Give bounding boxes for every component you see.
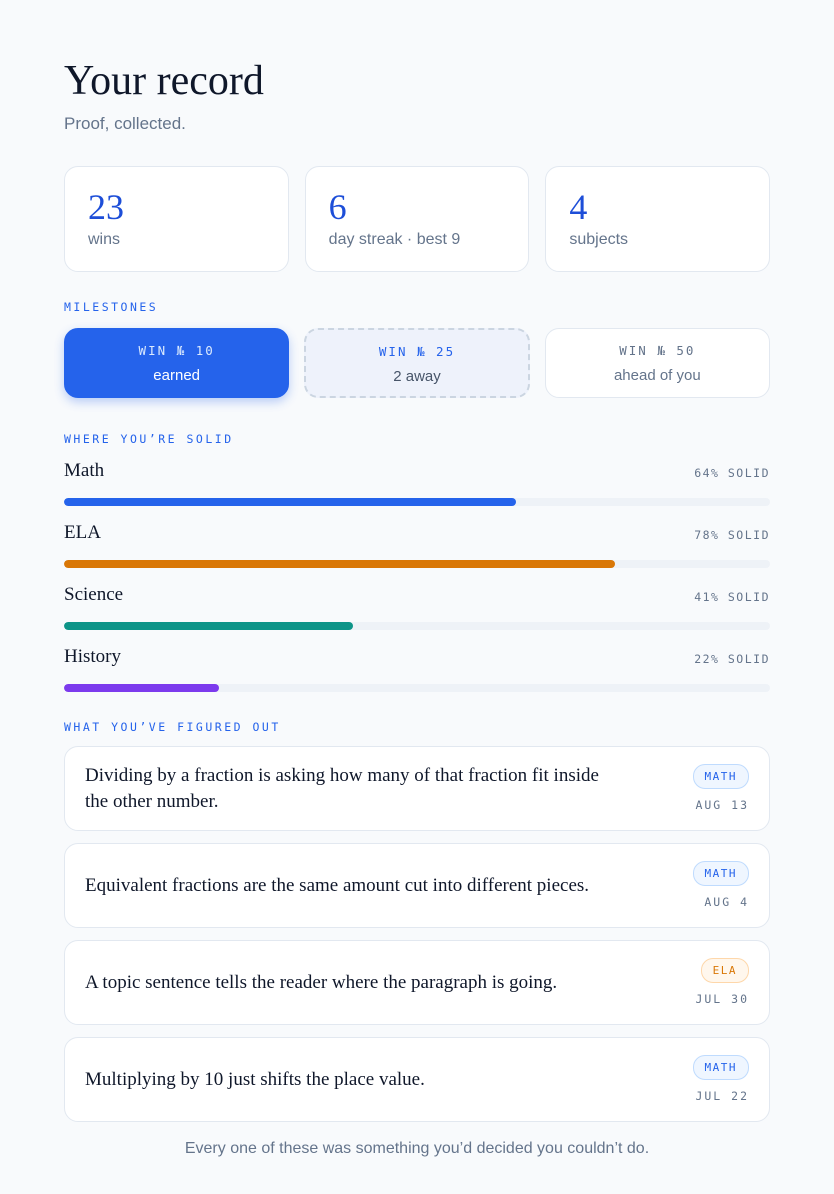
stat-label: wins bbox=[88, 231, 121, 248]
insight-card: A topic sentence tells the reader where … bbox=[64, 940, 770, 1025]
milestone-title: WIN № 50 bbox=[619, 343, 696, 358]
subject-row: Math 64% SOLID bbox=[64, 460, 770, 508]
subject-percent: 78% SOLID bbox=[694, 528, 770, 542]
subject-tag: ELA bbox=[700, 958, 749, 983]
progress-fill bbox=[64, 684, 220, 692]
milestone-card: WIN № 50 ahead of you bbox=[544, 328, 770, 398]
milestone-title: WIN № 10 bbox=[138, 343, 215, 358]
subject-name: History bbox=[64, 646, 121, 667]
stats: 23 wins 6 day streak · best 9 4 subjects bbox=[64, 166, 771, 272]
progress-track bbox=[64, 622, 770, 630]
stat-label: day streak · best 9 bbox=[328, 231, 461, 248]
subject-name: Math bbox=[64, 460, 105, 481]
subject-name: Science bbox=[64, 584, 124, 605]
progress-fill bbox=[64, 560, 615, 568]
subject-row: History 22% SOLID bbox=[64, 646, 770, 694]
stat-card: 23 wins bbox=[64, 166, 289, 272]
subject-name: ELA bbox=[64, 522, 101, 543]
milestone-status: ahead of you bbox=[613, 367, 701, 384]
insight-date: JUL 30 bbox=[695, 992, 749, 1006]
milestone-card: WIN № 10 earned bbox=[64, 328, 290, 398]
stat-value: 4 bbox=[569, 187, 588, 227]
stat-label: subjects bbox=[569, 231, 629, 248]
insight-text: Multiplying by 10 just shifts the place … bbox=[85, 1068, 425, 1090]
progress-fill bbox=[64, 622, 354, 630]
milestone-card: WIN № 25 2 away bbox=[304, 328, 530, 398]
insight-date: JUL 22 bbox=[695, 1089, 749, 1103]
subject-percent: 64% SOLID bbox=[694, 466, 770, 480]
milestone-title: WIN № 25 bbox=[378, 344, 456, 359]
section-heading: WHAT YOU’VE FIGURED OUT bbox=[64, 720, 281, 734]
stat-value: 23 bbox=[88, 187, 124, 227]
progress-track bbox=[64, 560, 770, 568]
insight-card: Equivalent fractions are the same amount… bbox=[64, 843, 770, 928]
stat-value: 6 bbox=[328, 187, 347, 227]
insight-text: Equivalent fractions are the same amount… bbox=[85, 874, 590, 896]
milestone-status: earned bbox=[153, 367, 201, 384]
section-heading: MILESTONES bbox=[64, 300, 159, 314]
footer: Every one of these was something you’d d… bbox=[184, 1140, 650, 1157]
insight-date: AUG 4 bbox=[704, 895, 749, 909]
insight-text: Dividing by a fraction is asking how man… bbox=[85, 764, 599, 812]
subject-percent: 41% SOLID bbox=[694, 590, 770, 604]
section-heading: WHERE YOU’RE SOLID bbox=[64, 432, 234, 446]
insights: Dividing by a fraction is asking how man… bbox=[64, 746, 770, 1122]
progress-track bbox=[64, 498, 770, 506]
insight-card: Multiplying by 10 just shifts the place … bbox=[64, 1037, 770, 1122]
milestones: WIN № 10 earned WIN № 25 2 away WIN № 50 ahea… bbox=[64, 328, 770, 398]
subject-row: ELA 78% SOLID bbox=[64, 522, 770, 570]
progress-track bbox=[64, 684, 770, 692]
insight-card: Dividing by a fraction is asking how man… bbox=[64, 746, 770, 831]
stat-card: 4 subjects bbox=[545, 166, 771, 272]
insight-date: AUG 13 bbox=[695, 798, 749, 812]
progress-fill bbox=[64, 498, 516, 506]
subject-row: Science 41% SOLID bbox=[64, 584, 770, 632]
stat-card: 6 day streak · best 9 bbox=[304, 166, 530, 272]
subject-tag: MATH bbox=[692, 1055, 749, 1080]
insight-text: A topic sentence tells the reader where … bbox=[85, 971, 558, 993]
subject-tag: MATH bbox=[692, 764, 749, 789]
title: Your record bbox=[64, 58, 264, 104]
milestone-status: 2 away bbox=[393, 368, 441, 385]
subtitle: Proof, collected. bbox=[64, 114, 186, 133]
subject-tag: MATH bbox=[692, 861, 749, 886]
subject-percent: 22% SOLID bbox=[694, 652, 770, 666]
subjects: Math 64% SOLID ELA 78% SOLID Science 41% SOLI… bbox=[64, 460, 770, 694]
